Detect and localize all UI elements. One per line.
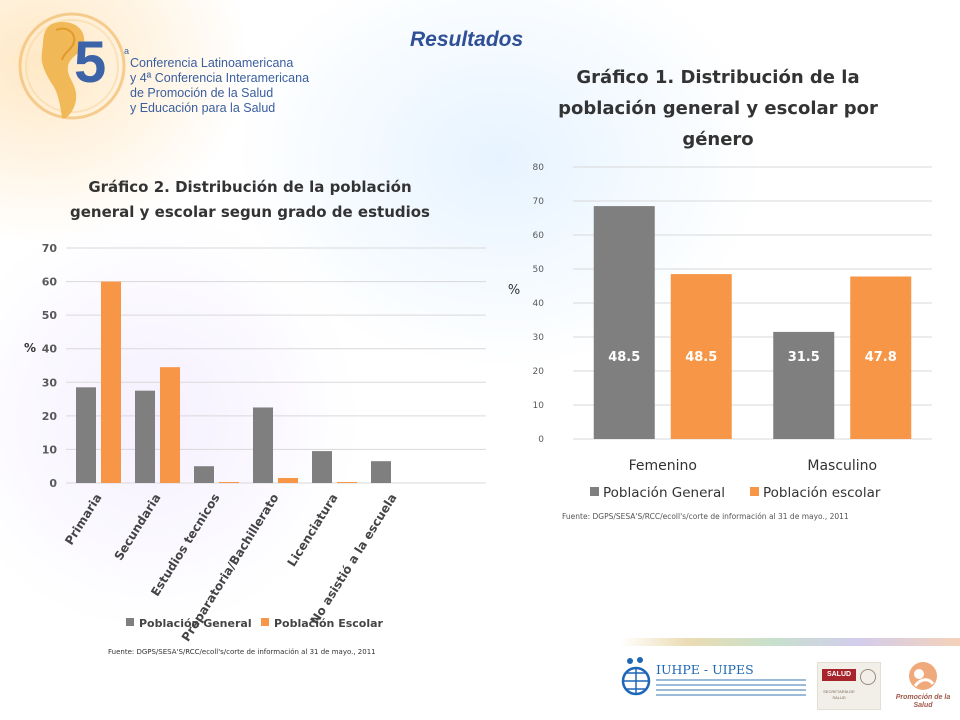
chart2-y-tick-label: 20 bbox=[42, 410, 58, 423]
chart1-legend-swatch bbox=[750, 487, 759, 496]
promocion-text: Promoción de la Salud bbox=[895, 694, 951, 709]
chart1-y-tick-label: 20 bbox=[533, 367, 545, 377]
chart2-bar bbox=[76, 387, 96, 483]
chart1-bar bbox=[773, 331, 835, 439]
americas-map-icon: 5 bbox=[18, 12, 126, 120]
chart1-source: Fuente: DGPS/SESA'S/RCC/ecoll's/corte de… bbox=[562, 512, 849, 521]
chart2-y-tick-label: 0 bbox=[49, 477, 57, 490]
chart2-legend-swatch bbox=[261, 618, 269, 626]
chart2-category-label: Primaria bbox=[62, 491, 104, 547]
logo-text: Conferencia Latinoamericana y 4ª Confere… bbox=[130, 56, 309, 116]
logo-number: 5 bbox=[74, 30, 106, 95]
chart1-bar bbox=[850, 276, 912, 439]
globe-icon bbox=[621, 657, 651, 696]
chart2-legend-label: Población Escolar bbox=[274, 617, 384, 630]
chart2-bar bbox=[135, 390, 155, 483]
chart2-y-axis-label: % bbox=[24, 341, 36, 355]
chart1-y-tick-label: 10 bbox=[533, 401, 545, 411]
promocion-logo: Promoción de la Salud bbox=[895, 660, 951, 716]
chart2-bar bbox=[194, 466, 214, 483]
logo-line-3: de Promoción de la Salud bbox=[130, 86, 274, 100]
conference-logo: 5 a Conferencia Latinoamericana y 4ª Con… bbox=[12, 8, 309, 132]
chart1-y-axis-label: % bbox=[508, 283, 520, 298]
salud-label: SALUD bbox=[822, 669, 856, 681]
chart1-legend-swatch bbox=[590, 487, 599, 496]
chart1-data-label: 47.8 bbox=[865, 350, 897, 365]
chart2-source: Fuente: DGPS/SESA'S/RCC/ecoll's/corte de… bbox=[108, 648, 376, 656]
chart1-y-tick-label: 0 bbox=[538, 435, 544, 445]
chart2-legend-label: Población General bbox=[139, 617, 252, 630]
chart1-category-label: Masculino bbox=[807, 458, 877, 474]
chart2-legend-swatch bbox=[126, 618, 134, 626]
chart1-data-label: 31.5 bbox=[788, 350, 820, 365]
logo-line-1: Conferencia Latinoamericana bbox=[130, 56, 294, 70]
chart2-y-tick-label: 40 bbox=[42, 343, 58, 356]
chart2-bar bbox=[160, 367, 180, 483]
chart2-bar bbox=[371, 461, 391, 483]
chart2-bar bbox=[278, 477, 298, 483]
chart1-y-tick-label: 40 bbox=[533, 299, 545, 309]
iuhpe-logo: IUHPE - UIPES bbox=[620, 655, 810, 705]
chart2-y-tick-label: 50 bbox=[42, 309, 58, 322]
decorative-band bbox=[620, 638, 960, 646]
logo-line-2: y 4ª Conferencia Interamericana bbox=[130, 71, 310, 85]
chart2-bar bbox=[312, 451, 332, 483]
chart-1-title: Gráfico 1. Distribución de la población … bbox=[558, 67, 878, 150]
logo-superscript: a bbox=[124, 46, 130, 56]
chart1-y-tick-label: 80 bbox=[533, 163, 545, 173]
promocion-icon bbox=[909, 662, 937, 690]
chart1-category-label: Femenino bbox=[629, 458, 697, 474]
chart2-bar bbox=[337, 481, 357, 483]
salud-sublabel: SECRETARÍA DE SALUD bbox=[823, 689, 855, 700]
chart1-bar bbox=[593, 206, 655, 439]
chart2-bar bbox=[101, 281, 121, 483]
chart2-category-label: Licenciatura bbox=[285, 491, 341, 569]
chart1-y-tick-label: 30 bbox=[533, 333, 545, 343]
chart1-legend-label: Población General bbox=[603, 485, 725, 501]
chart2-y-tick-label: 70 bbox=[42, 242, 58, 255]
chart2-y-tick-label: 30 bbox=[42, 376, 58, 389]
chart1-bar bbox=[670, 274, 732, 439]
chart1-y-tick-label: 60 bbox=[533, 231, 545, 241]
chart2-y-tick-label: 60 bbox=[42, 276, 58, 289]
chart-2-title: Gráfico 2. Distribución de la población … bbox=[70, 178, 430, 221]
chart2-bar bbox=[219, 481, 239, 483]
chart1-y-tick-label: 50 bbox=[533, 265, 545, 275]
chart1-y-tick-label: 70 bbox=[533, 197, 545, 207]
chart1-legend-label: Población escolar bbox=[763, 485, 881, 501]
page-heading: Resultados bbox=[410, 28, 524, 51]
chart2-y-tick-label: 10 bbox=[42, 443, 58, 456]
chart2-bar bbox=[253, 407, 273, 483]
seal-icon bbox=[860, 669, 876, 685]
chart2-category-label: Estudios tecnicos bbox=[148, 491, 222, 599]
iuhpe-name: IUHPE - UIPES bbox=[656, 662, 754, 677]
chart2-category-label: Secundaria bbox=[112, 491, 164, 563]
chart1-data-label: 48.5 bbox=[685, 350, 717, 365]
chart1-data-label: 48.5 bbox=[608, 350, 640, 365]
iuhpe-subtext-lines bbox=[656, 679, 806, 699]
logo-line-4: y Educación para la Salud bbox=[130, 101, 276, 115]
salud-logo: SALUD SECRETARÍA DE SALUD bbox=[817, 662, 881, 710]
